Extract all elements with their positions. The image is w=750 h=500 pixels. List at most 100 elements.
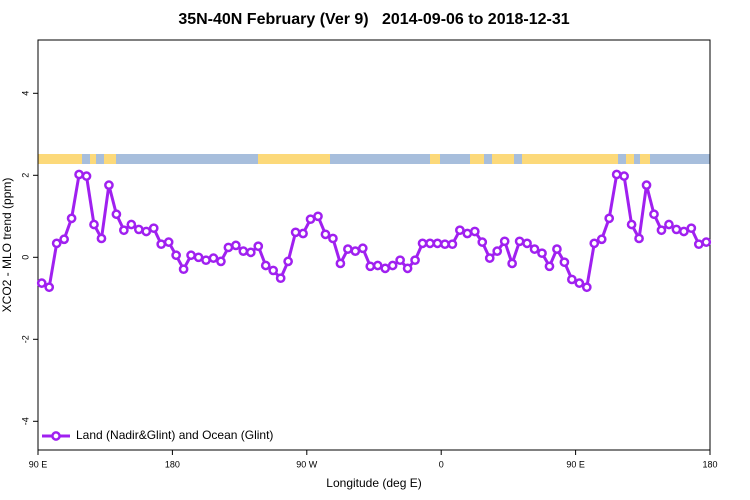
x-tick-label: 0 xyxy=(439,459,444,469)
data-point xyxy=(574,278,585,288)
data-point xyxy=(656,225,667,236)
data-point xyxy=(148,223,159,234)
data-point xyxy=(447,239,458,250)
data-point xyxy=(701,237,712,247)
y-axis-label: XCO2 - MLO trend (ppm) xyxy=(0,178,14,313)
data-point xyxy=(141,226,152,237)
y-tick-label: 4 xyxy=(20,91,30,96)
x-tick-label: 90 E xyxy=(29,459,48,469)
land-band xyxy=(470,154,484,164)
x-tick-label: 90 E xyxy=(566,459,585,469)
land-band xyxy=(38,154,82,164)
x-tick-label: 180 xyxy=(165,459,180,469)
data-point xyxy=(171,250,181,261)
data-point xyxy=(178,264,189,275)
data-point xyxy=(89,219,99,230)
data-point xyxy=(469,226,480,237)
data-point xyxy=(611,169,622,180)
data-point xyxy=(387,260,398,271)
data-point xyxy=(119,225,129,236)
data-point xyxy=(104,180,114,190)
land-ocean-band xyxy=(38,154,710,164)
land-band xyxy=(492,154,514,164)
data-point xyxy=(290,227,301,238)
data-point xyxy=(216,256,226,267)
data-point xyxy=(96,233,107,244)
data-point xyxy=(238,246,249,256)
data-point xyxy=(440,239,450,250)
y-tick-label: 0 xyxy=(20,255,30,260)
data-point xyxy=(679,226,689,237)
data-point xyxy=(193,252,204,263)
data-point xyxy=(335,258,346,269)
data-point xyxy=(507,258,517,269)
data-point xyxy=(552,244,562,254)
data-point xyxy=(245,247,256,258)
data-point xyxy=(619,171,629,181)
land-band xyxy=(430,154,440,164)
data-point xyxy=(357,243,368,254)
data-point xyxy=(544,261,555,272)
data-point xyxy=(372,260,383,271)
data-point xyxy=(410,255,420,266)
data-point xyxy=(313,211,323,222)
data-point xyxy=(499,236,510,247)
data-point xyxy=(283,256,293,267)
data-point xyxy=(163,237,174,247)
data-point xyxy=(559,257,570,268)
x-tick-label: 180 xyxy=(702,459,717,469)
data-point xyxy=(604,213,615,224)
land-band xyxy=(104,154,116,164)
data-point xyxy=(298,228,308,239)
data-point xyxy=(186,250,196,261)
data-point xyxy=(589,238,600,249)
data-point xyxy=(111,209,122,220)
data-point xyxy=(126,219,137,230)
plot-frame xyxy=(37,39,711,451)
land-band xyxy=(258,154,330,164)
data-point xyxy=(253,241,264,252)
data-point xyxy=(514,236,525,247)
data-point xyxy=(477,237,488,247)
data-point xyxy=(634,233,644,244)
data-point xyxy=(484,253,495,263)
data-point xyxy=(664,219,674,230)
data-point xyxy=(320,229,331,240)
data-point xyxy=(208,253,219,263)
legend-label: Land (Nadir&Glint) and Ocean (Glint) xyxy=(76,428,273,442)
ocean-band xyxy=(38,154,710,164)
data-point xyxy=(201,255,211,266)
data-point xyxy=(432,238,443,249)
data-point xyxy=(66,213,77,224)
data-point xyxy=(649,209,659,220)
data-point xyxy=(223,242,234,253)
data-point xyxy=(133,224,144,235)
legend-marker xyxy=(51,431,61,441)
data-point xyxy=(693,239,704,250)
data-point xyxy=(462,228,473,239)
chart-title: 35N-40N February (Ver 9) 2014-09-06 to 2… xyxy=(178,11,569,28)
data-point xyxy=(641,180,652,190)
data-point xyxy=(260,260,271,271)
data-point xyxy=(529,244,540,254)
data-point xyxy=(522,238,532,249)
x-tick-label: 90 W xyxy=(296,459,318,469)
land-band xyxy=(522,154,618,164)
data-point xyxy=(581,282,592,293)
data-point xyxy=(425,238,435,249)
data-point xyxy=(395,255,405,266)
data-point xyxy=(596,234,607,245)
data-point xyxy=(275,273,286,284)
data-point xyxy=(492,246,503,256)
data-point xyxy=(74,169,84,180)
data-point xyxy=(365,261,376,272)
land-band xyxy=(640,154,650,164)
data-point xyxy=(36,278,47,288)
data-point xyxy=(156,239,167,250)
data-point xyxy=(350,246,361,256)
data-point xyxy=(268,265,279,276)
y-tick-label: -2 xyxy=(20,335,30,343)
x-axis-label: Longitude (deg E) xyxy=(326,476,421,490)
data-point xyxy=(44,282,55,293)
